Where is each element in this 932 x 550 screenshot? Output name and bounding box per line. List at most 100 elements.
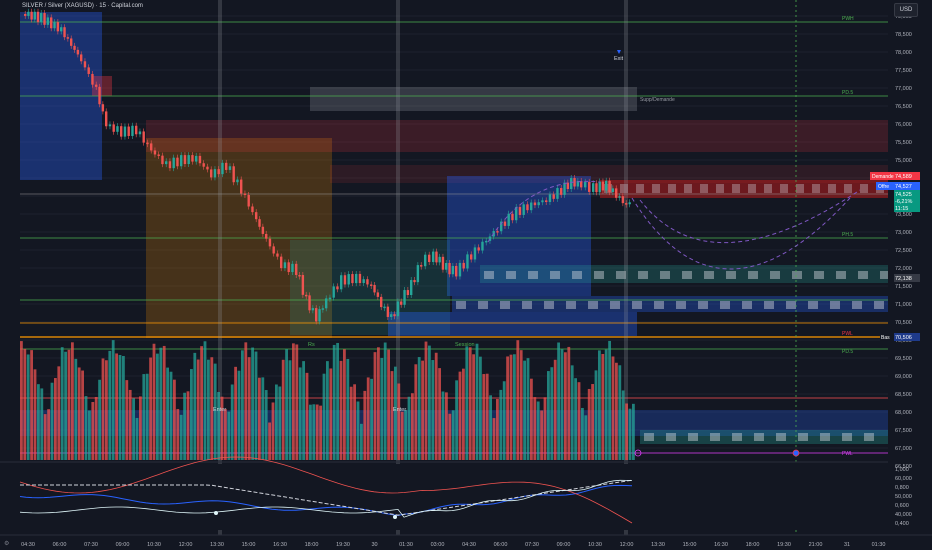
candle-body <box>73 45 76 50</box>
candle-body <box>46 17 50 25</box>
session-label: Session <box>455 342 475 348</box>
candle-body <box>608 180 611 193</box>
zone-dot <box>844 184 852 193</box>
candle-body <box>592 183 595 192</box>
volume-bar <box>315 404 319 460</box>
candle-body <box>40 13 43 23</box>
candle-body <box>251 206 254 213</box>
candle-body <box>213 169 217 178</box>
volume-bar <box>411 393 414 460</box>
candle-body <box>210 169 213 178</box>
volume-bar <box>564 352 567 460</box>
candle-body <box>87 67 90 74</box>
candle-body <box>301 275 305 295</box>
time-tick-label: 06:00 <box>53 542 67 548</box>
volume-bar <box>329 368 333 460</box>
time-tick-label: 04:30 <box>462 542 476 548</box>
volume-bar <box>360 423 363 460</box>
candle-body <box>276 253 279 257</box>
currency-button[interactable]: USD <box>894 3 918 17</box>
time-tick-label: 07:30 <box>525 542 539 548</box>
candle-body <box>63 27 66 38</box>
oscillator-axis-ticks: 1,000 60,000 0,800 50,000 0,600 40,000 0,400 <box>895 467 912 527</box>
candle-body <box>438 256 441 263</box>
candle-body <box>83 61 87 68</box>
zone-dot <box>616 271 626 279</box>
volume-bar <box>285 349 288 460</box>
candle-body <box>406 290 410 295</box>
volume-bar <box>230 384 234 460</box>
price-tick-label: 77,500 <box>895 68 912 74</box>
price-axis[interactable] <box>888 0 932 535</box>
zone-dot-markers <box>456 184 890 441</box>
time-axis[interactable]: 04:30 06:00 07:30 09:00 10:30 12:00 13:30 15:00… <box>21 542 885 548</box>
candle-body <box>95 84 98 87</box>
volume-bar <box>445 392 448 460</box>
volume-bar <box>366 377 370 460</box>
volume-bar <box>377 347 380 460</box>
volume-bar <box>390 371 394 460</box>
volume-bar <box>115 353 118 460</box>
offer-badge-label: Offre <box>878 184 889 190</box>
candle-body <box>280 256 283 269</box>
candle-body <box>24 14 27 16</box>
candle-body <box>157 154 160 156</box>
volume-bar <box>101 358 105 460</box>
grey-zone <box>310 87 637 111</box>
candle-body <box>386 306 390 317</box>
price-tick-label: 76,500 <box>895 104 912 110</box>
time-tick-label: 31 <box>844 542 850 548</box>
volume-bar <box>295 344 299 460</box>
zone-dot <box>748 271 758 279</box>
volume-bar <box>628 408 632 460</box>
volume-bar <box>33 369 37 460</box>
volume-bar <box>547 371 550 460</box>
candle-body <box>410 280 413 295</box>
volume-bar <box>533 397 537 460</box>
candle-body <box>455 265 458 277</box>
candle-body <box>473 247 477 260</box>
zone-dot <box>860 184 868 193</box>
volume-bar <box>200 346 203 460</box>
volume-bar <box>577 382 581 460</box>
zone-dot <box>682 271 692 279</box>
candle-body <box>400 301 403 305</box>
volume-bar <box>237 370 241 460</box>
volume-bar <box>499 389 503 460</box>
supply-block-small <box>92 76 112 96</box>
volume-bar <box>458 371 462 460</box>
volume-bar <box>156 353 159 460</box>
candle-body <box>343 275 347 285</box>
volume-bar <box>587 388 591 460</box>
settings-gear-icon[interactable]: ⚙ <box>4 540 9 547</box>
volume-bar <box>176 409 180 460</box>
volume-bar <box>71 342 74 460</box>
candle-body <box>287 262 290 273</box>
time-tick-label: 19:30 <box>777 542 791 548</box>
candle-body <box>396 301 400 317</box>
volume-bar <box>152 343 156 460</box>
candle-body <box>225 162 228 170</box>
volume-bar <box>264 390 268 460</box>
zone-dot <box>874 301 884 309</box>
candle-body <box>202 163 205 167</box>
volume-bar <box>424 341 428 460</box>
candle-body <box>153 150 157 155</box>
zone-dot <box>842 433 852 441</box>
volume-bar <box>251 347 254 460</box>
candle-body <box>533 202 537 206</box>
volume-bar <box>162 345 166 460</box>
volume-bar <box>244 342 248 460</box>
volume-bar <box>397 383 401 460</box>
volume-bar <box>319 405 322 460</box>
time-tick-label: 10:30 <box>588 542 602 548</box>
oscillator-signal-line <box>19 479 633 518</box>
volume-bar <box>502 381 506 460</box>
volume-bar <box>550 367 554 460</box>
candle-body <box>560 188 563 195</box>
demand-zone-strip-3 <box>388 312 637 336</box>
candle-body <box>537 202 540 206</box>
demand-zone-strip-2 <box>452 296 888 312</box>
volume-bar <box>118 355 122 460</box>
